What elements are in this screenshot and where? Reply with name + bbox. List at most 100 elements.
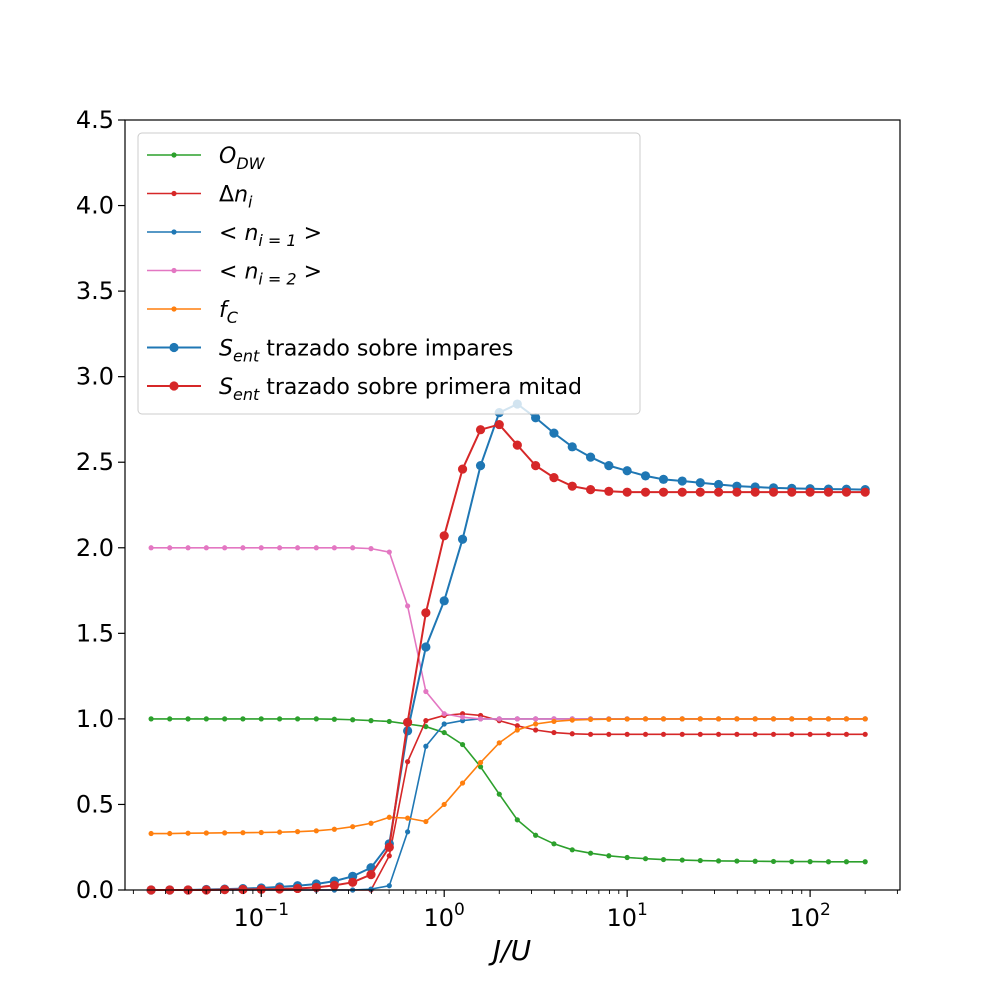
legend-label: Sent trazado sobre primera mitad	[219, 375, 582, 404]
series-1-point	[405, 759, 411, 765]
series-1-point	[551, 729, 557, 736]
series-5-point	[439, 596, 449, 606]
series-4	[148, 716, 868, 837]
series-0-point	[496, 791, 502, 797]
series-2-point	[441, 721, 447, 727]
series-6-point	[695, 487, 705, 497]
series-4-point	[313, 828, 319, 834]
series-5-point	[567, 442, 577, 452]
x-tick-label: 100	[424, 900, 465, 932]
series-3-point	[350, 545, 356, 551]
series-4-point	[350, 824, 356, 830]
series-5-point	[549, 428, 559, 438]
legend-label: < ni = 2 >	[219, 260, 322, 289]
series-1-point	[843, 731, 850, 737]
series-6-point	[585, 485, 596, 495]
series-5-point	[622, 466, 632, 476]
series-6-point	[275, 884, 285, 894]
series-1-point	[587, 731, 594, 737]
series-0-point	[386, 718, 392, 725]
series-5-point	[421, 642, 431, 652]
series-4-point	[477, 759, 484, 766]
series-0-point	[770, 858, 777, 865]
series-3-point	[496, 716, 502, 722]
series-5-point	[677, 476, 687, 486]
series-1-line	[151, 712, 866, 891]
legend: ODW Δni < ni = 1 > < ni = 2 > fC Sent trazado…	[137, 132, 641, 415]
series-3-point	[441, 711, 447, 717]
legend-item: ODW	[147, 144, 266, 173]
series-6-point	[567, 481, 577, 491]
series-1-point	[423, 718, 429, 724]
series-6-point	[732, 487, 742, 497]
series-3-point	[331, 545, 337, 551]
series-1-point	[533, 727, 539, 733]
series-6-point	[531, 461, 541, 471]
series-4-point	[862, 716, 868, 722]
series-3-point	[258, 545, 264, 551]
series-4-point	[331, 826, 337, 832]
series-1-point	[660, 731, 667, 737]
series-4-point	[514, 727, 520, 733]
series-0-point	[167, 716, 173, 722]
series-4-point	[533, 721, 539, 727]
series-0-point	[313, 716, 319, 722]
series-6-point	[658, 487, 669, 497]
series-6-point	[256, 884, 266, 894]
series-6-point	[348, 877, 358, 887]
series-6-point	[475, 425, 486, 435]
series-6-point	[512, 440, 522, 450]
series-6-point	[457, 464, 468, 474]
series-1-point	[386, 853, 392, 859]
legend-swatch-marker	[169, 381, 179, 391]
series-5-point	[531, 413, 541, 423]
y-tick-label: 0.5	[76, 790, 114, 818]
series-6-point	[366, 870, 376, 880]
legend-item: Sent trazado sobre primera mitad	[147, 375, 582, 404]
series-3-point	[386, 549, 392, 555]
series-4-point	[185, 830, 191, 836]
series-3-point	[459, 714, 466, 720]
series-6-point	[823, 487, 834, 497]
series-5	[146, 399, 870, 895]
plot-frame	[124, 119, 901, 891]
series-4-point	[258, 829, 264, 836]
legend-label: Sent trazado sobre impares	[219, 337, 513, 366]
series-4-point	[569, 717, 575, 723]
y-tick-label: 4.0	[76, 192, 114, 220]
series-0-point	[331, 716, 337, 722]
legend-item: Sent trazado sobre impares	[147, 337, 513, 366]
series-0-point	[734, 858, 740, 864]
series-0-point	[606, 853, 612, 859]
series-1-point	[606, 731, 612, 737]
y-tick-label: 3.5	[76, 277, 114, 305]
series-4-point	[825, 716, 832, 722]
x-tick-label: 101	[606, 900, 647, 932]
series-3-point	[423, 688, 429, 695]
series-1-point	[825, 731, 832, 737]
series-0-point	[752, 858, 758, 864]
series-0-point	[587, 850, 594, 856]
series-4-point	[606, 716, 612, 722]
series-4-point	[642, 716, 649, 722]
series-2-line	[151, 718, 866, 891]
y-tick-label: 1.0	[76, 705, 114, 733]
series-4-point	[843, 716, 850, 722]
legend-item: fC	[147, 298, 239, 327]
series-5-point	[585, 452, 596, 462]
series-4-point	[386, 814, 392, 820]
series-0-point	[477, 764, 484, 770]
series-4-point	[148, 830, 154, 837]
series-0-point	[203, 716, 209, 722]
series-3-point	[277, 545, 283, 551]
series-4-point	[789, 716, 795, 722]
series-6-line	[151, 423, 866, 891]
series-1-point	[807, 731, 813, 737]
series-0-point	[679, 857, 685, 863]
series-6-point	[384, 842, 394, 852]
y-tick-label: 2.0	[76, 534, 114, 562]
series-4-point	[222, 830, 228, 836]
series-0-point	[441, 729, 447, 736]
legend-swatch-marker	[171, 306, 177, 312]
